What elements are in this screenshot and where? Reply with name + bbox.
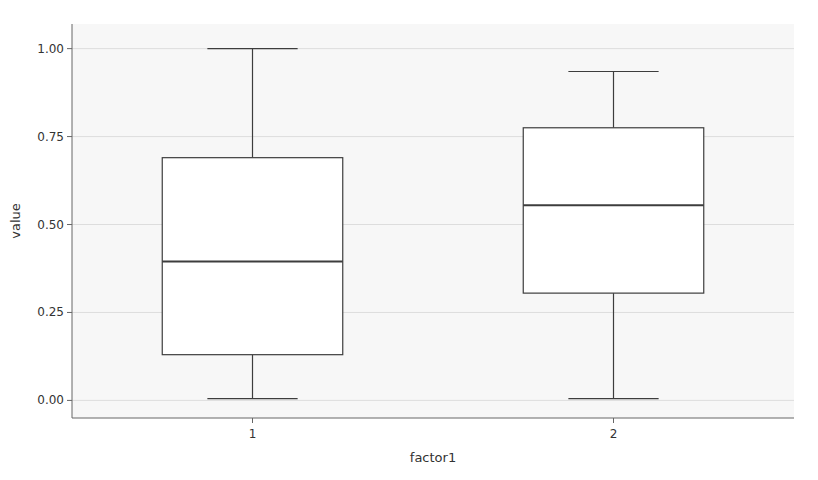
x-tick-label: 1: [249, 427, 257, 441]
y-tick-label: 1.00: [37, 42, 64, 56]
y-tick-label: 0.75: [37, 130, 64, 144]
y-tick: [67, 136, 72, 137]
chart: 0.000.250.500.751.0012factor1value: [0, 0, 818, 480]
cap-high: [207, 48, 297, 49]
y-axis-label: value: [8, 203, 23, 239]
box: [162, 158, 343, 355]
y-tick: [67, 312, 72, 313]
cap-low: [568, 398, 658, 399]
x-tick-label: 2: [610, 427, 618, 441]
x-axis-line: [72, 418, 794, 419]
x-axis: 12: [249, 418, 618, 441]
box-group: [162, 49, 343, 399]
x-tick: [613, 418, 614, 423]
x-axis-label: factor1: [410, 450, 456, 465]
y-tick: [67, 48, 72, 49]
whisker-low: [613, 293, 614, 399]
whisker-high: [613, 71, 614, 127]
y-axis-line: [72, 24, 73, 418]
whisker-high: [252, 49, 253, 158]
cap-high: [568, 71, 658, 72]
whisker-low: [252, 355, 253, 399]
cap-low: [207, 398, 297, 399]
grid-line: [72, 400, 794, 401]
y-axis: 0.00 0.25 0.50 0.75 1.00: [37, 24, 794, 418]
grid-line: [72, 48, 794, 49]
plot-background: [72, 24, 794, 418]
y-tick: [67, 400, 72, 401]
box: [523, 128, 704, 293]
boxes: [162, 49, 704, 399]
y-tick-label: 0.25: [37, 305, 64, 319]
y-tick: [67, 224, 72, 225]
median: [162, 260, 343, 262]
median: [523, 204, 704, 206]
chart-container: 0.000.250.500.751.0012factor1value: [0, 0, 818, 480]
box-group: [523, 71, 704, 398]
x-tick: [252, 418, 253, 423]
y-tick-label: 0.00: [37, 393, 64, 407]
y-tick-label: 0.50: [37, 218, 64, 232]
